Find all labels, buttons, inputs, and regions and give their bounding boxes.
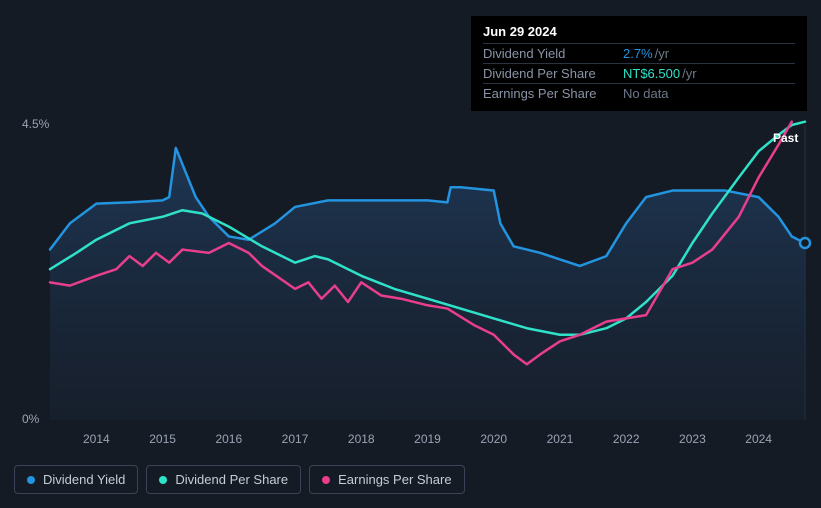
x-axis-label: 2021 (547, 432, 574, 446)
tooltip-row-value: NT$6.500 (623, 66, 680, 81)
tooltip-row: Earnings Per ShareNo data (483, 83, 795, 103)
tooltip-row-unit: /yr (655, 46, 669, 61)
x-axis-label: 2016 (215, 432, 242, 446)
past-label: Past (773, 131, 798, 145)
x-axis-label: 2014 (83, 432, 110, 446)
x-axis-label: 2017 (282, 432, 309, 446)
legend-dot (322, 476, 330, 484)
x-axis-label: 2024 (745, 432, 772, 446)
legend-dot (159, 476, 167, 484)
legend-label: Dividend Per Share (175, 472, 288, 487)
x-axis-label: 2019 (414, 432, 441, 446)
tooltip-row-value: 2.7% (623, 46, 653, 61)
x-axis-label: 2020 (480, 432, 507, 446)
y-axis-label: 0% (22, 412, 39, 426)
legend-item[interactable]: Earnings Per Share (309, 465, 464, 494)
legend-item[interactable]: Dividend Yield (14, 465, 138, 494)
tooltip-row-unit: /yr (682, 66, 696, 81)
tooltip-row: Dividend Per ShareNT$6.500/yr (483, 63, 795, 83)
x-axis-label: 2022 (613, 432, 640, 446)
x-axis-label: 2018 (348, 432, 375, 446)
x-axis-label: 2015 (149, 432, 176, 446)
tooltip-row-label: Dividend Yield (483, 46, 623, 61)
legend-label: Earnings Per Share (338, 472, 451, 487)
tooltip-row-value: No data (623, 86, 669, 101)
tooltip-row-label: Dividend Per Share (483, 66, 623, 81)
tooltip-row: Dividend Yield2.7%/yr (483, 43, 795, 63)
tooltip-row-label: Earnings Per Share (483, 86, 623, 101)
y-axis-label: 4.5% (22, 117, 49, 131)
chart-legend: Dividend Yield Dividend Per Share Earnings… (14, 465, 465, 494)
tooltip-date: Jun 29 2024 (483, 24, 795, 39)
legend-item[interactable]: Dividend Per Share (146, 465, 301, 494)
chart-tooltip: Jun 29 2024 Dividend Yield2.7%/yrDividen… (471, 16, 807, 111)
x-axis-label: 2023 (679, 432, 706, 446)
legend-label: Dividend Yield (43, 472, 125, 487)
legend-dot (27, 476, 35, 484)
